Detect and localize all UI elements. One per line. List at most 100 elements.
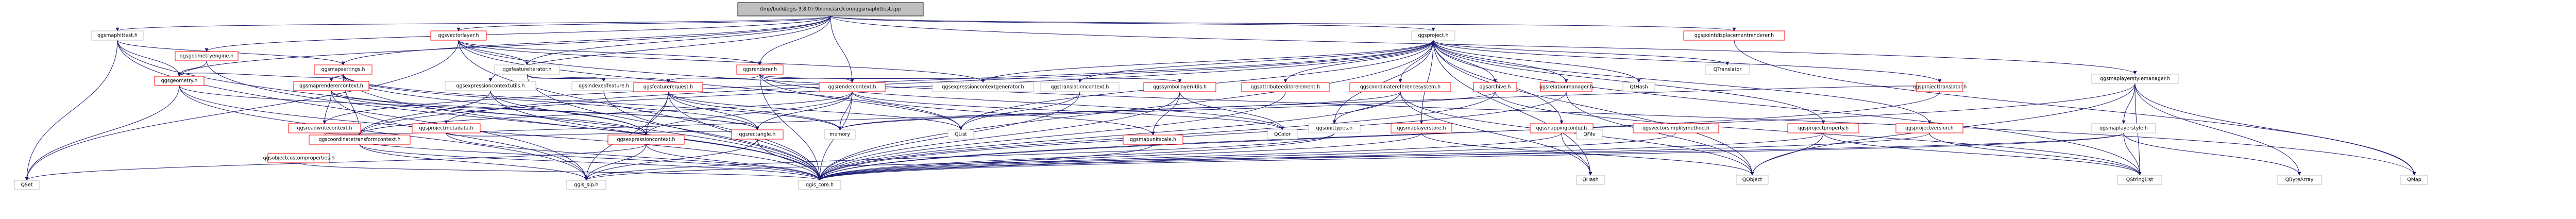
edge-qgsmaplayerstylemanager_h-to-QByteArray xyxy=(2134,83,2301,176)
edge-qgsexpressioncontext_h-to-qgis_sip_h xyxy=(584,144,647,181)
node-box xyxy=(1473,82,1517,92)
node-qgscoordinatetransformcontext_h[interactable]: qgscoordinatetransformcontext.h xyxy=(309,134,411,145)
node-qgspointdisplacementrenderer_h[interactable]: qgspointdisplacementrenderer.h xyxy=(1683,30,1785,41)
node-box xyxy=(293,81,369,91)
node-box xyxy=(932,82,1034,92)
edge-qgsmaphittest_h-to-QSet xyxy=(25,40,118,181)
edge-qgsindexedfeature_h-to-qgis_core_h xyxy=(603,90,822,181)
node-label: qgsmaprenderercontext.h xyxy=(299,83,363,89)
node-qgsmaplayerstore_h[interactable]: qgsmaplayerstore.h xyxy=(1391,123,1452,133)
edge-qgsmaplayerstylemanager_h-to-qgsmaplayerstyle_h xyxy=(2122,83,2136,124)
edge-qgsrectangle_h-to-qgis_core_h xyxy=(757,139,822,181)
edge-qgscoordinatetransformcontext_h-to-qgis_core_h xyxy=(359,144,822,181)
node-label: qgspointdisplacementrenderer.h xyxy=(1694,33,1774,39)
node-box xyxy=(566,180,606,190)
node-label: qgsfeaturerequest.h xyxy=(643,85,693,90)
node-qgsexpressioncontext_h[interactable]: qgsexpressioncontext.h xyxy=(607,134,685,145)
node-qgsprojecttranslator_h[interactable]: qgsprojecttranslator.h xyxy=(1913,82,1967,92)
edge-qgsrelationmanager_h-to-QObject xyxy=(1566,91,1754,176)
edge-qgsfeatureiterator_h-to-qgsindexedfeature_h xyxy=(527,74,606,82)
edge-qgspointdisplacementrenderer_h-to-QMap xyxy=(1734,40,2416,176)
edge-qgsmaplayerstylemanager_h-to-QMap xyxy=(2134,83,2416,176)
node-box xyxy=(2117,175,2162,185)
node-label: qgsvectorsimplifymethod.h xyxy=(1642,126,1709,131)
node-label: qgis_core.h xyxy=(806,182,834,188)
node-box xyxy=(1633,123,1719,133)
node-box xyxy=(309,134,411,145)
node-qgsobjectcustomproperties_h[interactable]: qgsobjectcustomproperties.h xyxy=(263,153,335,163)
edge-root-to-qgsgeometry_h xyxy=(177,15,831,77)
node-qgslayertreenode_h: QtHash xyxy=(1622,82,1655,92)
node-qgscoordinatereferencesystem_h[interactable]: qgscoordinatereferencesystem.h xyxy=(1349,82,1451,92)
edge-qgsexpressioncontextutils_h-to-qgsexpressioncontext_h xyxy=(490,90,648,136)
node-qgsrendercontext_h[interactable]: qgsrendercontext.h xyxy=(819,82,886,92)
node-qgsrenderer_h[interactable]: qgsrenderer.h xyxy=(736,64,784,75)
node-qgssymbollayerutils_h[interactable]: qgssymbollayerutils.h xyxy=(1143,82,1216,92)
node-qgsvectorlayer_h[interactable]: qgsvectorlayer.h xyxy=(430,30,487,41)
edge-qgsproject_h-to-qgsmaplayerstore_h xyxy=(1419,40,1434,124)
node-label: qgsunittypes.h xyxy=(1316,126,1353,131)
node-label: qgsgeometry.h xyxy=(161,78,198,84)
node-qgsprojectversion_h[interactable]: qgsprojectversion.h xyxy=(1895,123,1963,133)
node-label: qgis_sip.h xyxy=(574,182,598,188)
node-label: QStringList xyxy=(2126,177,2154,183)
node-qgsattributeeditorelement_h[interactable]: qgsattributeeditorelement.h xyxy=(1241,82,1330,92)
node-box xyxy=(1895,123,1963,133)
node-qgsprojectmetadata_h[interactable]: qgsprojectmetadata.h xyxy=(412,123,481,133)
node-box xyxy=(1540,82,1592,92)
node-label: qgsexpressioncontext.h xyxy=(617,137,675,143)
node-label: QtHash xyxy=(1630,85,1648,90)
node-qgsrelationmanager_h[interactable]: qgsrelationmanager.h xyxy=(1539,82,1593,92)
node-label: QObject xyxy=(1742,177,1762,183)
node-QStringList: QStringList xyxy=(2117,175,2162,185)
node-qgsfeaturerequest_h[interactable]: qgsfeaturerequest.h xyxy=(633,82,703,92)
node-label: QColor xyxy=(1274,132,1291,138)
node-qgsrectangle_h[interactable]: qgsrectangle.h xyxy=(731,129,784,140)
edge-qgsprojectproperty_h-to-QStringList xyxy=(1823,132,2142,176)
node-qgstranslationcontext_h: qgstranslationcontext.h xyxy=(1040,82,1120,92)
edge-qgscoordinatereferencesystem_h-to-qgis_core_h xyxy=(818,91,1401,181)
node-QList: QList xyxy=(947,129,974,140)
node-box xyxy=(1308,123,1361,133)
node-qgsreadwritecontext_h[interactable]: qgsreadwritecontext.h xyxy=(288,123,361,133)
node-qgsgeometry_h[interactable]: qgsgeometry.h xyxy=(154,76,205,86)
edge-qgsexpressioncontextutils_h-to-qgscoordinatetransformcontext_h xyxy=(358,90,491,136)
node-qgsexpressioncontextutils_h: qgsexpressioncontextutils.h xyxy=(445,81,536,91)
node-qgsmaptocontext_h[interactable]: qgsmaprenderercontext.h xyxy=(293,81,369,91)
node-box xyxy=(947,129,974,140)
edge-qgsmaplayerstyle_h-to-QStringList xyxy=(2123,132,2142,176)
node-box xyxy=(267,153,330,163)
edge-qgsvectorlayer_h-to-QMap xyxy=(458,40,2416,176)
node-box xyxy=(1576,175,1605,185)
edge-qgsgeometry_h-to-qgsrectangle_h xyxy=(179,85,759,130)
node-box xyxy=(1736,175,1769,185)
node-box xyxy=(1411,30,1455,41)
node-qgsgeometryengine_h[interactable]: qgsgeometryengine.h xyxy=(175,51,239,61)
edge-qgsmaplayerstyle_h-to-qgis_sip_h xyxy=(584,132,2124,181)
node-label: qgsmaplayerstore.h xyxy=(1397,126,1446,131)
edge-qgsrenderer_h-to-QColor xyxy=(759,74,1284,130)
node-box xyxy=(1576,129,1603,140)
edge-qgsrenderer_h-to-qgsfeaturerequest_h xyxy=(666,74,760,83)
node-QFile: QFile xyxy=(1576,129,1603,140)
node-label: qgsrectangle.h xyxy=(739,132,776,138)
edge-qgsproject_h-to-qgsreadwritecontext_h xyxy=(323,40,1434,124)
node-box xyxy=(1267,129,1298,140)
edge-root-to-qgsfeatureiterator_h xyxy=(525,15,831,65)
node-label: qgsrelationmanager.h xyxy=(1539,85,1593,90)
node-qgsprojectproperty_h[interactable]: qgsprojectproperty.h xyxy=(1787,123,1859,133)
edge-qgstranslationcontext_h-to-QList xyxy=(959,91,1080,130)
node-qgsvectorsimplifymethod_h[interactable]: qgsvectorsimplifymethod.h xyxy=(1633,123,1719,133)
node-box xyxy=(445,81,536,91)
edge-qgsmaphittest_h-to-qgsgeometry_h xyxy=(117,40,181,77)
node-box xyxy=(824,129,856,140)
edge-qgsvectorlayer_h-to-qgis_core_h xyxy=(458,40,822,181)
edge-qgsproject_h-to-qgssnappingconfig_h xyxy=(1433,40,1564,124)
node-qgsmapunitscale_h[interactable]: qgsmapunitscale.h xyxy=(1123,134,1183,145)
node-qgsmapsettings_h[interactable]: qgsmapsettings.h xyxy=(314,64,372,75)
edge-qgsvectorlayer_h-to-qgsfeatureiterator_h xyxy=(458,40,529,65)
edge-qgsproject_h-to-qgscoordinatetransformcontext_h xyxy=(358,40,1434,136)
node-qgsarchive_h[interactable]: qgsarchive.h xyxy=(1473,82,1517,92)
edge-qgsprojectproperty_h-to-qgis_core_h xyxy=(818,132,1824,181)
